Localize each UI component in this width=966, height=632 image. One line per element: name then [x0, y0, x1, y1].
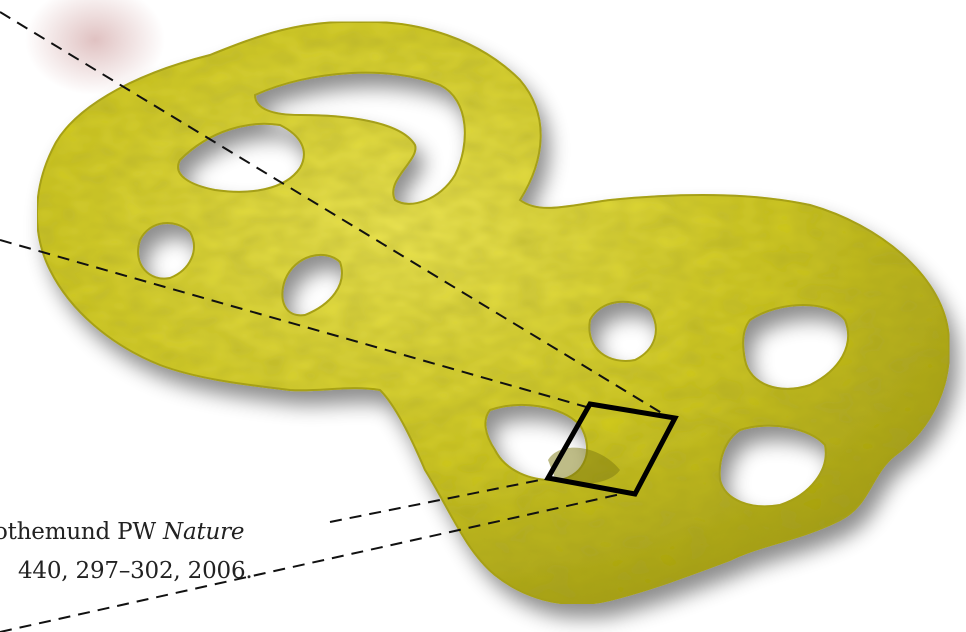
dashed-line-lower	[329, 477, 551, 523]
citation-line-1: othemund PW Nature	[0, 519, 245, 545]
citation-line-2: 440, 297–302, 2006.	[18, 558, 253, 584]
citation-authors: othemund PW	[0, 519, 156, 545]
projection-lines	[0, 11, 671, 632]
dashed-line-middle	[0, 239, 591, 409]
dashed-line-bottom	[0, 491, 631, 632]
origami-shape	[36, 20, 951, 605]
dashed-line-top	[0, 11, 671, 419]
citation-journal: Nature	[163, 519, 245, 545]
selection-inner-shadow	[548, 447, 620, 484]
background-smudge	[25, 0, 165, 95]
selection-box	[544, 401, 679, 497]
